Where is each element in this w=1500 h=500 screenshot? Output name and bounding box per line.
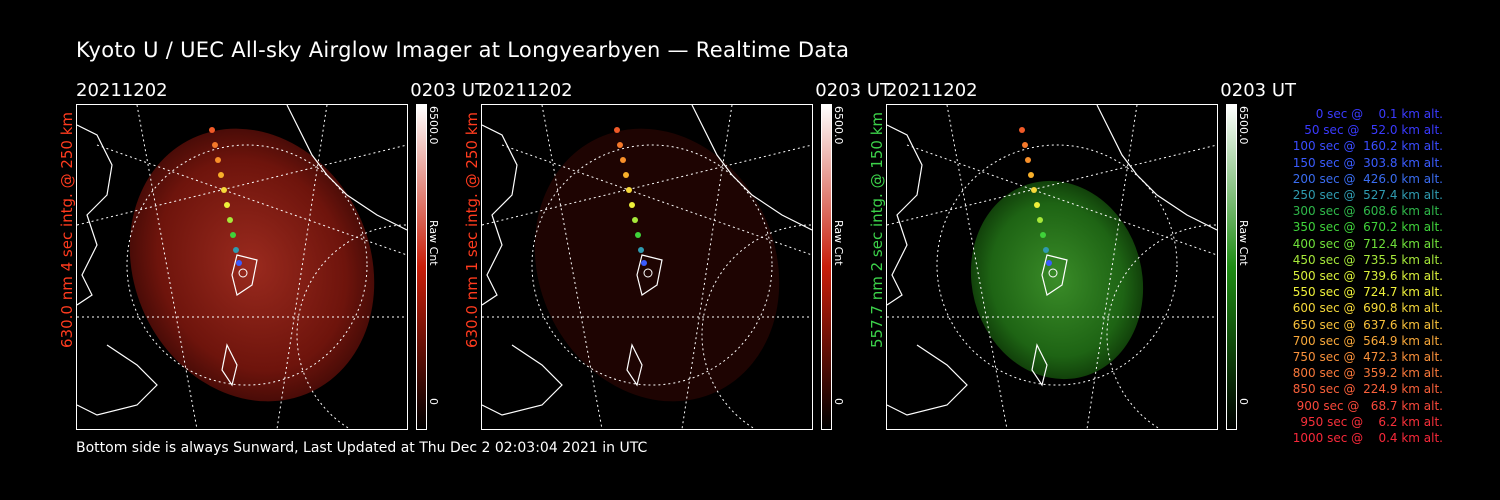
panel-630nm-1s: 20211202 0203 UT 630.0 nm 1 sec intg. @ … [463, 80, 891, 430]
panel-ylabel: 557.7 nm 2 sec intg. @ 150 km [868, 111, 886, 348]
legend-entry: 150 sec @ 303.8 km alt. [1292, 155, 1443, 170]
satellite-track [209, 127, 248, 278]
panel-date: 20211202 [481, 80, 573, 101]
colorbar-unit: Raw Cnt [427, 220, 440, 266]
legend-entry: 650 sec @ 637.6 km alt. [1292, 317, 1443, 332]
legend-entry: 800 sec @ 359.2 km alt. [1292, 366, 1443, 381]
legend-entry: 700 sec @ 564.9 km alt. [1292, 333, 1443, 348]
legend-entry: 750 sec @ 472.3 km alt. [1292, 350, 1443, 365]
legend-entry: 900 sec @ 68.7 km alt. [1296, 398, 1443, 413]
allsky-map [481, 104, 813, 430]
panel-557nm-2s: 20211202 0203 UT 557.7 nm 2 sec intg. @ … [868, 80, 1296, 430]
panel-date: 20211202 [886, 80, 978, 101]
colorbar [821, 104, 832, 430]
page-title: Kyoto U / UEC All-sky Airglow Imager at … [76, 38, 850, 62]
panel-time: 0203 UT [815, 80, 891, 101]
footer-status: Bottom side is always Sunward, Last Upda… [76, 440, 648, 456]
legend-entry: 550 sec @ 724.7 km alt. [1292, 285, 1443, 300]
legend-entry: 850 sec @ 224.9 km alt. [1292, 382, 1443, 397]
colorbar-max: 6500.0 [832, 106, 845, 145]
panel-date: 20211202 [76, 80, 168, 101]
legend-entry: 250 sec @ 527.4 km alt. [1292, 188, 1443, 203]
legend-entry: 400 sec @ 712.4 km alt. [1292, 236, 1443, 251]
legend-entry: 950 sec @ 6.2 km alt. [1300, 414, 1443, 429]
legend-entry: 100 sec @ 160.2 km alt. [1292, 139, 1443, 154]
satellite-track [614, 127, 653, 278]
panel-ylabel: 630.0 nm 1 sec intg. @ 250 km [463, 111, 481, 348]
panel-ylabel: 630.0 nm 4 sec intg. @ 250 km [58, 111, 76, 348]
panel-630nm-4s: 20211202 0203 UT 630.0 nm 4 sec intg. @ … [58, 80, 486, 430]
legend-entry: 450 sec @ 735.5 km alt. [1292, 252, 1443, 267]
airglow-image [129, 128, 375, 402]
airglow-image [970, 180, 1144, 380]
colorbar [416, 104, 427, 430]
legend-entry: 350 sec @ 670.2 km alt. [1292, 220, 1443, 235]
panel-time: 0203 UT [1220, 80, 1296, 101]
colorbar-unit: Raw Cnt [832, 220, 845, 266]
legend-entry: 600 sec @ 690.8 km alt. [1292, 301, 1443, 316]
colorbar-max: 6500.0 [427, 106, 440, 145]
allsky-map [886, 104, 1218, 430]
colorbar-min: 0 [427, 398, 440, 405]
colorbar [1226, 104, 1237, 430]
panel-time: 0203 UT [410, 80, 486, 101]
legend-entry: 0 sec @ 0.1 km alt. [1315, 107, 1443, 121]
colorbar-min: 0 [832, 398, 845, 405]
satellite-track [1019, 127, 1058, 278]
allsky-map [76, 104, 408, 430]
satellite-altitude-legend: 0 sec @ 0.1 km alt. 50 sec @ 52.0 km alt… [1203, 106, 1443, 446]
airglow-image [534, 128, 780, 402]
legend-entry: 1000 sec @ 0.4 km alt. [1292, 431, 1443, 446]
legend-entry: 300 sec @ 608.6 km alt. [1292, 204, 1443, 219]
legend-entry: 50 sec @ 52.0 km alt. [1304, 123, 1443, 138]
legend-entry: 200 sec @ 426.0 km alt. [1292, 171, 1443, 186]
legend-entry: 500 sec @ 739.6 km alt. [1292, 269, 1443, 284]
